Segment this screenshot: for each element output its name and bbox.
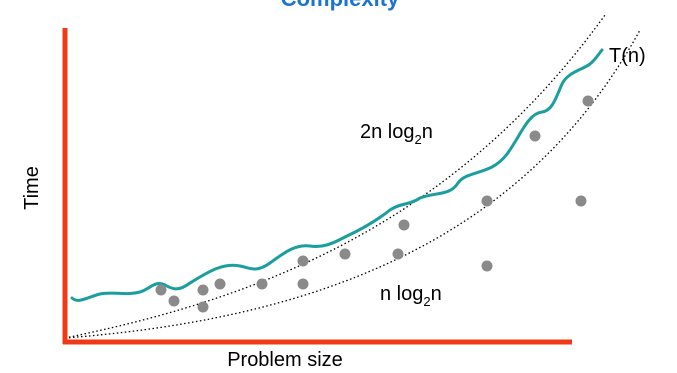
measured-curve — [70, 48, 604, 302]
sample-point — [575, 195, 587, 207]
y-axis-label: Time — [21, 166, 43, 210]
label-part: n — [431, 283, 442, 305]
lower-curve-label: n log2n — [380, 283, 442, 309]
title: Complexity — [281, 0, 400, 11]
sample-point — [529, 130, 541, 142]
upper-bound-curve — [64, 14, 606, 339]
label-subscript: 2 — [423, 294, 430, 309]
sample-point — [392, 248, 404, 260]
x-axis-label: Problem size — [227, 349, 343, 371]
label-part: 2n log — [360, 121, 415, 143]
label-part: n — [422, 121, 433, 143]
sample-point — [197, 284, 209, 296]
measured-curve-label: T(n) — [609, 45, 646, 67]
sample-point — [481, 195, 493, 207]
sample-point — [256, 278, 268, 290]
sample-point — [168, 295, 180, 307]
sample-point — [197, 301, 209, 313]
sample-point — [481, 260, 493, 272]
sample-point — [582, 95, 594, 107]
sample-point — [297, 278, 309, 290]
label-part: n log — [380, 283, 423, 305]
upper-curve-label: 2n log2n — [360, 121, 433, 147]
sample-points — [155, 95, 594, 313]
lower-bound-curve — [64, 29, 641, 339]
label-subscript: 2 — [415, 132, 422, 147]
sample-point — [339, 248, 351, 260]
sample-point — [297, 255, 309, 267]
sample-point — [155, 284, 167, 296]
sample-point — [214, 278, 226, 290]
sample-point — [398, 219, 410, 231]
